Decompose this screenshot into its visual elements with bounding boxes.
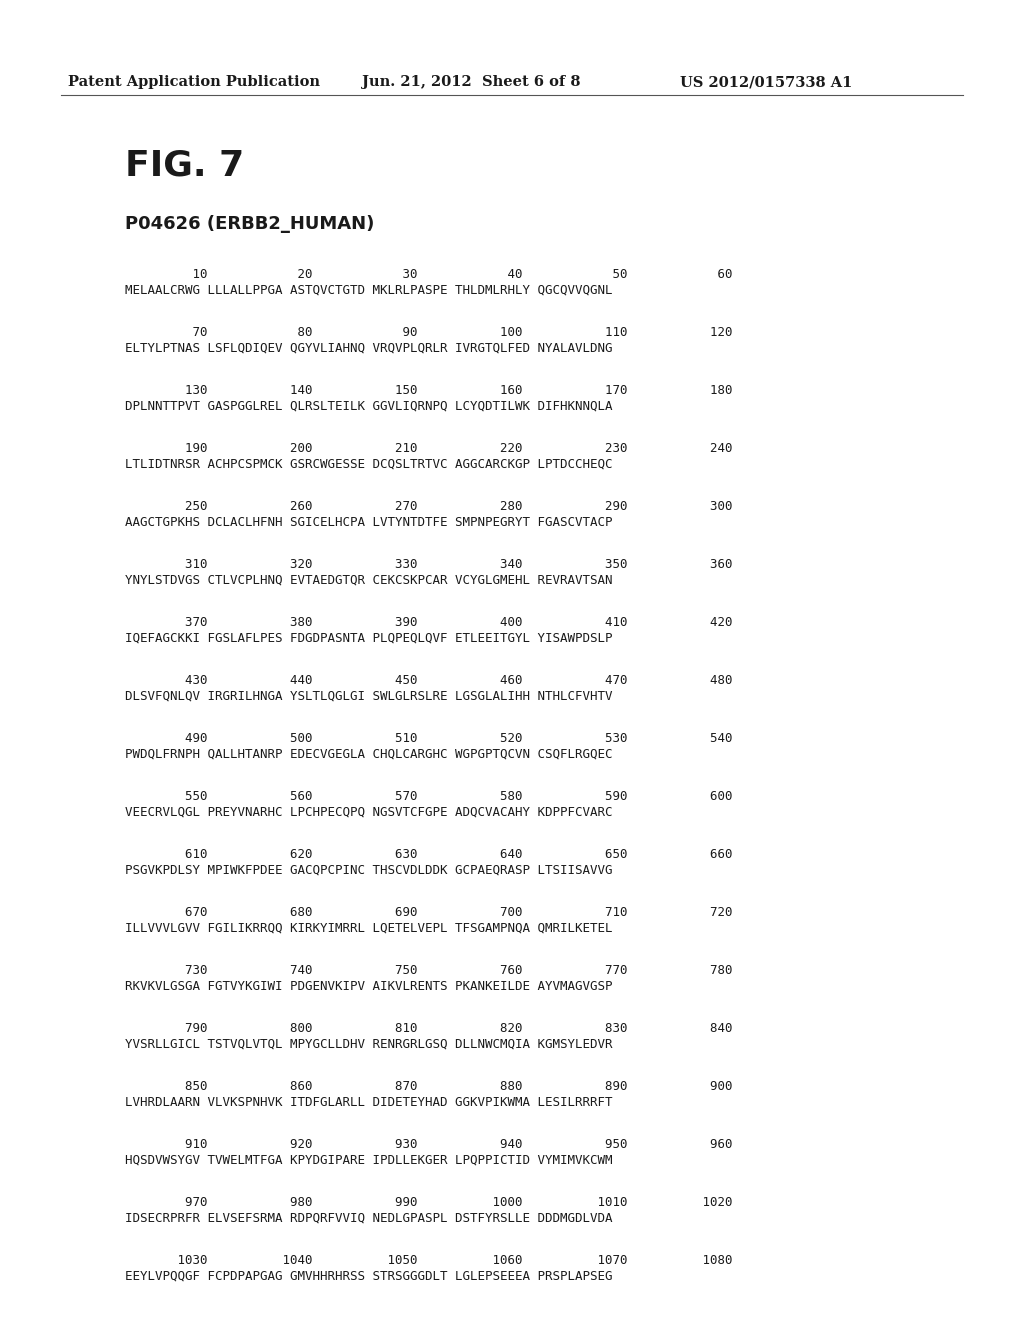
Text: LVHRDLAARN VLVKSPNHVK ITDFGLARLL DIDETEYHAD GGKVPIKWMA LESILRRRFT: LVHRDLAARN VLVKSPNHVK ITDFGLARLL DIDETEY… [125, 1096, 612, 1109]
Text: 1030          1040          1050          1060          1070          1080: 1030 1040 1050 1060 1070 1080 [125, 1254, 732, 1267]
Text: US 2012/0157338 A1: US 2012/0157338 A1 [680, 75, 852, 88]
Text: 550           560           570           580           590           600: 550 560 570 580 590 600 [125, 789, 732, 803]
Text: 790           800           810           820           830           840: 790 800 810 820 830 840 [125, 1022, 732, 1035]
Text: RKVKVLGSGA FGTVYKGIWI PDGENVKIPV AIKVLRENTS PKANKEILDE AYVMAGVGSP: RKVKVLGSGA FGTVYKGIWI PDGENVKIPV AIKVLRE… [125, 979, 612, 993]
Text: 10            20            30            40            50            60: 10 20 30 40 50 60 [125, 268, 732, 281]
Text: FIG. 7: FIG. 7 [125, 148, 245, 182]
Text: 250           260           270           280           290           300: 250 260 270 280 290 300 [125, 500, 732, 513]
Text: IQEFAGCKKI FGSLAFLPES FDGDPASNTA PLQPEQLQVF ETLEEITGYL YISAWPDSLP: IQEFAGCKKI FGSLAFLPES FDGDPASNTA PLQPEQL… [125, 632, 612, 645]
Text: 910           920           930           940           950           960: 910 920 930 940 950 960 [125, 1138, 732, 1151]
Text: 430           440           450           460           470           480: 430 440 450 460 470 480 [125, 675, 732, 686]
Text: ILLVVVLGVV FGILIKRRQQ KIRKYIMRRL LQETELVEPL TFSGAMPNQA QMRILKETEL: ILLVVVLGVV FGILIKRRQQ KIRKYIMRRL LQETELV… [125, 921, 612, 935]
Text: ELTYLPTNAS LSFLQDIQEV QGYVLIAHNQ VRQVPLQRLR IVRGTQLFED NYALAVLDNG: ELTYLPTNAS LSFLQDIQEV QGYVLIAHNQ VRQVPLQ… [125, 342, 612, 355]
Text: Jun. 21, 2012  Sheet 6 of 8: Jun. 21, 2012 Sheet 6 of 8 [362, 75, 581, 88]
Text: DPLNNTTPVT GASPGGLREL QLRSLTEILK GGVLIQRNPQ LCYQDTILWK DIFHKNNQLA: DPLNNTTPVT GASPGGLREL QLRSLTEILK GGVLIQR… [125, 400, 612, 413]
Text: 370           380           390           400           410           420: 370 380 390 400 410 420 [125, 616, 732, 630]
Text: 730           740           750           760           770           780: 730 740 750 760 770 780 [125, 964, 732, 977]
Text: IDSECRPRFR ELVSEFSRMA RDPQRFVVIQ NEDLGPASPL DSTFYRSLLE DDDMGDLVDA: IDSECRPRFR ELVSEFSRMA RDPQRFVVIQ NEDLGPA… [125, 1212, 612, 1225]
Text: MELAALCRWG LLLALLPPGA ASTQVCTGTD MKLRLPASPE THLDMLRHLY QGCQVVQGNL: MELAALCRWG LLLALLPPGA ASTQVCTGTD MKLRLPA… [125, 284, 612, 297]
Text: 970           980           990          1000          1010          1020: 970 980 990 1000 1010 1020 [125, 1196, 732, 1209]
Text: LTLIDTNRSR ACHPCSPMCK GSRCWGESSE DCQSLTRTVC AGGCARCKGP LPTDCCHEQC: LTLIDTNRSR ACHPCSPMCK GSRCWGESSE DCQSLTR… [125, 458, 612, 471]
Text: VEECRVLQGL PREYVNARHC LPCHPECQPQ NGSVTCFGPE ADQCVACAHY KDPPFCVARC: VEECRVLQGL PREYVNARHC LPCHPECQPQ NGSVTCF… [125, 807, 612, 818]
Text: DLSVFQNLQV IRGRILHNGA YSLTLQGLGI SWLGLRSLRE LGSGLALIHH NTHLCFVHTV: DLSVFQNLQV IRGRILHNGA YSLTLQGLGI SWLGLRS… [125, 690, 612, 704]
Text: HQSDVWSYGV TVWELMTFGA KPYDGIPARE IPDLLEKGER LPQPPICTID VYMIMVKCWM: HQSDVWSYGV TVWELMTFGA KPYDGIPARE IPDLLEK… [125, 1154, 612, 1167]
Text: P04626 (ERBB2_HUMAN): P04626 (ERBB2_HUMAN) [125, 215, 375, 234]
Text: 670           680           690           700           710           720: 670 680 690 700 710 720 [125, 906, 732, 919]
Text: 310           320           330           340           350           360: 310 320 330 340 350 360 [125, 558, 732, 572]
Text: 70            80            90           100           110           120: 70 80 90 100 110 120 [125, 326, 732, 339]
Text: 190           200           210           220           230           240: 190 200 210 220 230 240 [125, 442, 732, 455]
Text: 610           620           630           640           650           660: 610 620 630 640 650 660 [125, 847, 732, 861]
Text: YVSRLLGICL TSTVQLVTQL MPYGCLLDHV RENRGRLGSQ DLLNWCMQIA KGMSYLEDVR: YVSRLLGICL TSTVQLVTQL MPYGCLLDHV RENRGRL… [125, 1038, 612, 1051]
Text: AAGCTGPKHS DCLACLHFNH SGICELHCPA LVTYNTDTFE SMPNPEGRYT FGASCVTACP: AAGCTGPKHS DCLACLHFNH SGICELHCPA LVTYNTD… [125, 516, 612, 529]
Text: EEYLVPQQGF FCPDPAPGAG GMVHHRHRSS STRSGGGDLT LGLEPSEEEA PRSPLAPSEG: EEYLVPQQGF FCPDPAPGAG GMVHHRHRSS STRSGGG… [125, 1270, 612, 1283]
Text: 850           860           870           880           890           900: 850 860 870 880 890 900 [125, 1080, 732, 1093]
Text: 130           140           150           160           170           180: 130 140 150 160 170 180 [125, 384, 732, 397]
Text: Patent Application Publication: Patent Application Publication [68, 75, 319, 88]
Text: PSGVKPDLSY MPIWKFPDEE GACQPCPINC THSCVDLDDK GCPAEQRASP LTSIISAVVG: PSGVKPDLSY MPIWKFPDEE GACQPCPINC THSCVDL… [125, 865, 612, 876]
Text: YNYLSTDVGS CTLVCPLHNQ EVTAEDGTQR CEKCSKPCAR VCYGLGMEHL REVRAVTSAN: YNYLSTDVGS CTLVCPLHNQ EVTAEDGTQR CEKCSKP… [125, 574, 612, 587]
Text: PWDQLFRNPH QALLHTANRP EDECVGEGLA CHQLCARGHC WGPGPTQCVN CSQFLRGQEC: PWDQLFRNPH QALLHTANRP EDECVGEGLA CHQLCAR… [125, 748, 612, 762]
Text: 490           500           510           520           530           540: 490 500 510 520 530 540 [125, 733, 732, 744]
